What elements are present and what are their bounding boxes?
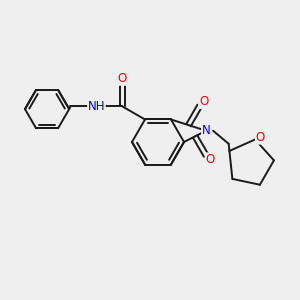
- Text: N: N: [202, 124, 211, 137]
- Text: O: O: [206, 153, 215, 166]
- Text: O: O: [256, 131, 265, 144]
- Text: NH: NH: [88, 100, 105, 113]
- Text: O: O: [118, 72, 127, 85]
- Text: O: O: [199, 95, 208, 109]
